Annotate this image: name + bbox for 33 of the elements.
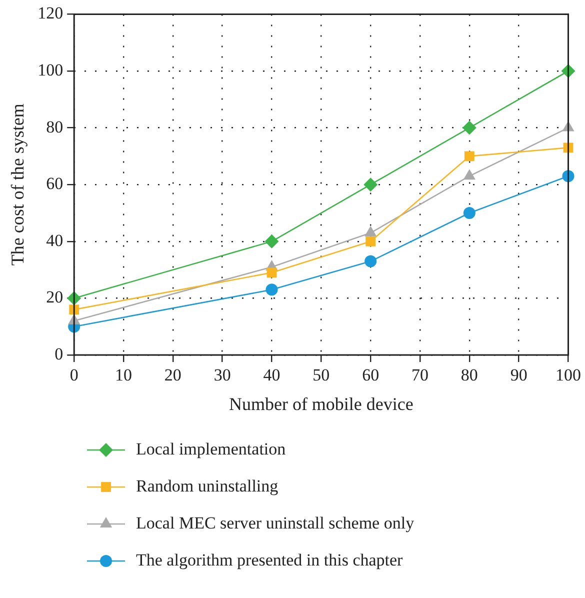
x-tick-label: 50 — [312, 366, 330, 385]
x-tick-label: 70 — [412, 366, 429, 385]
y-tick-label: 0 — [54, 344, 64, 364]
x-tick-label: 40 — [263, 366, 280, 385]
x-tick-label: 20 — [164, 366, 182, 385]
x-tick-label: 0 — [70, 366, 78, 385]
x-tick-label: 80 — [460, 366, 478, 385]
point — [366, 236, 376, 246]
point — [463, 207, 476, 219]
legend-label: Random uninstalling — [136, 476, 279, 496]
y-tick-label: 60 — [46, 174, 64, 194]
point — [266, 284, 278, 296]
point — [364, 255, 377, 268]
x-tick-label: 10 — [115, 366, 132, 385]
y-tick-label: 100 — [38, 60, 64, 80]
y-axis-title: The cost of the system — [8, 104, 28, 266]
x-tick-label: 60 — [362, 366, 380, 385]
x-tick-label: 30 — [214, 366, 231, 385]
point — [266, 268, 277, 278]
y-tick-label: 80 — [46, 117, 64, 136]
point — [264, 234, 279, 248]
legend-label: Local MEC server uninstall scheme only — [136, 513, 415, 532]
legend-label: The algorithm presented in this chapter — [136, 550, 404, 570]
point — [464, 151, 474, 162]
legend-label: Local implementation — [136, 439, 286, 458]
point — [364, 178, 378, 192]
y-tick-label: 120 — [38, 4, 64, 23]
y-tick-label: 20 — [46, 288, 64, 307]
point — [462, 120, 476, 135]
x-axis-title: Number of mobile device — [228, 394, 414, 414]
y-tick-label: 40 — [46, 230, 64, 250]
x-tick-label: 100 — [556, 366, 581, 385]
x-tick-label: 90 — [510, 366, 528, 385]
